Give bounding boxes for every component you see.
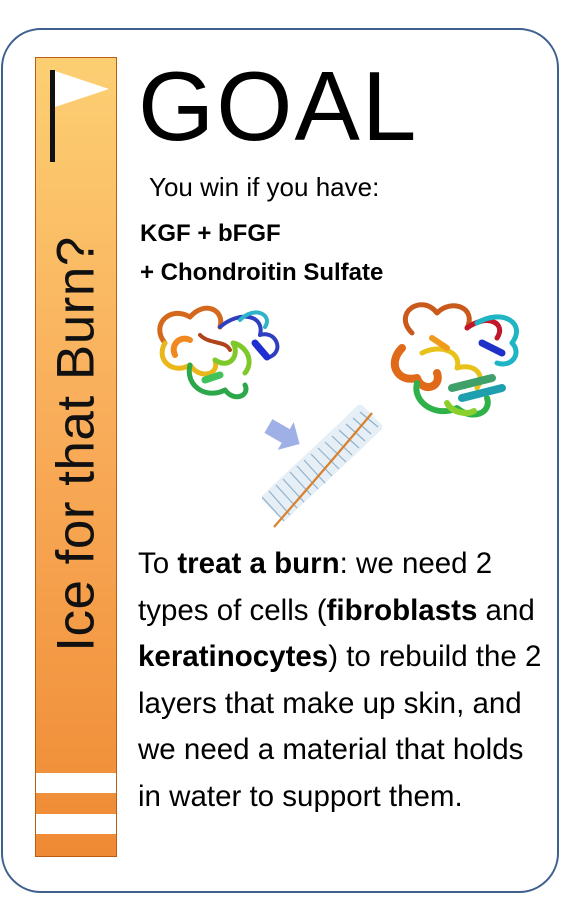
sidebar-stripe (36, 814, 116, 834)
kgf-protein-image (157, 305, 280, 400)
win-condition-label: You win if you have: (149, 172, 380, 202)
win-combo-line-2: + Chondroitin Sulfate (140, 259, 384, 286)
goal-description: To treat a burn: we need 2 types of cell… (138, 547, 542, 813)
chondroitin-sulfate-image (262, 405, 382, 528)
win-combo-line-1: KGF + bFGF (140, 220, 281, 247)
flag-pole-icon (50, 70, 55, 162)
flag-icon (55, 71, 109, 107)
sidebar-stripe (36, 773, 116, 793)
sidebar-title: Ice for that Burn? (46, 236, 106, 652)
card-sidebar (35, 57, 117, 857)
bfgf-protein-image (390, 302, 519, 418)
card-heading: GOAL (138, 51, 419, 161)
